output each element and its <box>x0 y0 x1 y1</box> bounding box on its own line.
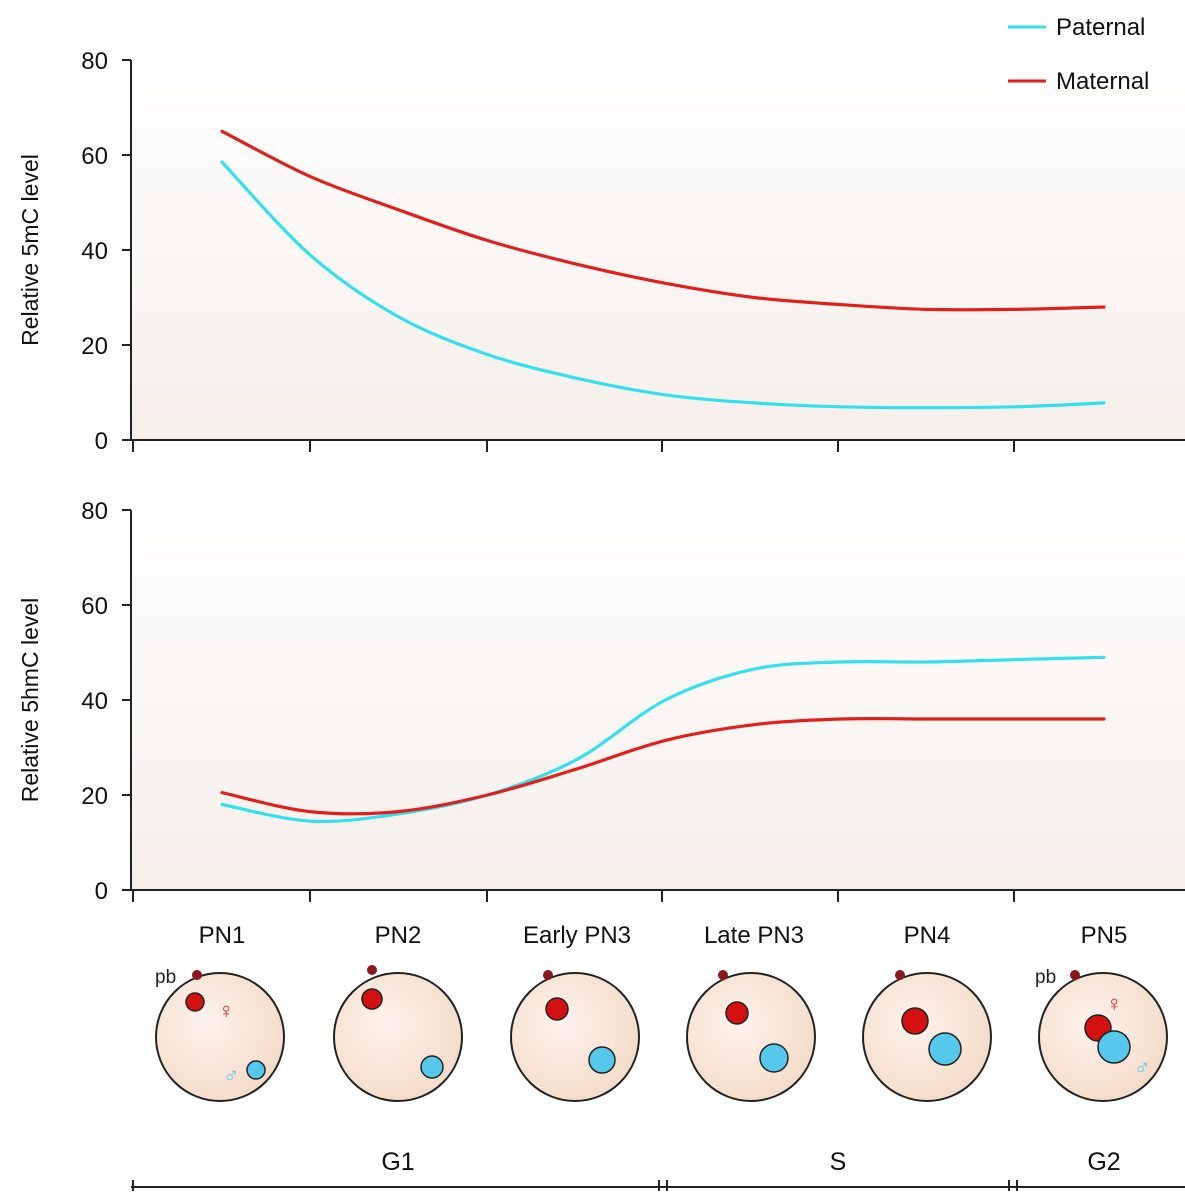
embryo-early-pn3-paternal-pronucleus <box>588 1046 616 1074</box>
chart-5hmc-y-tick-label: 60 <box>81 593 108 620</box>
embryo-pn1-cell <box>155 972 285 1102</box>
bottom-panel-background <box>131 510 1185 890</box>
chart-5hmc-y-axis: 0 20 40 60 80 <box>81 498 132 905</box>
embryo-early-pn3 <box>510 970 640 1102</box>
embryo-pn1-polar-body <box>192 970 202 980</box>
phase-label-g1: G1 <box>381 1148 414 1176</box>
top-panel-background <box>131 60 1185 440</box>
chart-5hmc-y-tick-label: 80 <box>81 498 108 525</box>
embryo-late-pn3-polar-body <box>718 970 728 980</box>
legend: Paternal Maternal <box>1008 14 1149 95</box>
chart-5hmc: 0 20 40 60 80 Relative 5hmC level <box>17 498 1185 905</box>
chart-5mc: 0 20 40 60 80 Relative 5mC level <box>17 48 1185 455</box>
embryo-early-pn3-cell <box>510 972 640 1102</box>
pn5-polar-body-label: pb <box>1035 967 1056 988</box>
embryo-pn4-maternal-pronucleus <box>901 1007 929 1035</box>
chart-5hmc-line-paternal <box>220 655 1106 824</box>
stage-label-pn1: PN1 <box>199 922 246 949</box>
legend-maternal-label: Maternal <box>1056 68 1149 95</box>
chart-5hmc-x-axis <box>131 889 1185 902</box>
embryo-early-pn3-maternal-pronucleus <box>545 997 569 1021</box>
embryo-annotations: pb pb ♀ ♂ ♀ ♂ <box>155 967 1151 1088</box>
pn5-female-symbol: ♀ <box>1106 991 1123 1016</box>
embryo-pn1-paternal-pronucleus <box>246 1060 266 1080</box>
embryo-pn4-polar-body <box>895 970 905 980</box>
chart-5mc-y-tick-label: 60 <box>81 143 108 170</box>
embryo-pn1-maternal-pronucleus <box>185 992 205 1012</box>
pn1-polar-body-label: pb <box>155 967 176 988</box>
chart-5hmc-y-tick-label: 40 <box>81 688 108 715</box>
chart-5hmc-ylabel: Relative 5hmC level <box>17 598 43 803</box>
embryo-pn2-paternal-pronucleus <box>420 1055 444 1079</box>
embryo-pn2 <box>333 965 463 1102</box>
embryo-pn2-cell <box>333 972 463 1102</box>
chart-5mc-y-tick-label: 40 <box>81 238 108 265</box>
legend-paternal-label: Paternal <box>1056 14 1145 41</box>
pn5-male-symbol: ♂ <box>1134 1055 1151 1080</box>
chart-5mc-ylabel: Relative 5mC level <box>17 154 43 346</box>
embryo-pn2-maternal-pronucleus <box>361 988 383 1010</box>
embryo-pn4 <box>862 970 992 1102</box>
chart-5hmc-y-tick-label: 20 <box>81 783 108 810</box>
stage-labels: PN1 PN2 Early PN3 Late PN3 PN4 PN5 <box>199 922 1128 949</box>
chart-5mc-y-tick-label: 80 <box>81 48 108 75</box>
phase-brackets <box>131 1180 1185 1191</box>
embryo-late-pn3-paternal-pronucleus <box>759 1043 789 1073</box>
chart-5hmc-y-tick-label: 0 <box>95 878 108 905</box>
chart-5mc-line-maternal <box>220 129 1106 312</box>
embryo-pn4-cell <box>862 972 992 1102</box>
chart-5mc-y-tick-label: 20 <box>81 333 108 360</box>
embryo-pn5-paternal-pronucleus <box>1097 1030 1131 1064</box>
phase-label-g2: G2 <box>1087 1148 1120 1176</box>
embryo-pn5-polar-body <box>1070 970 1080 980</box>
embryo-pn1 <box>155 970 285 1102</box>
stage-label-pn4: PN4 <box>904 922 951 949</box>
chart-5mc-x-axis <box>131 439 1185 452</box>
stage-label-early-pn3: Early PN3 <box>523 922 631 949</box>
embryo-pn2-polar-body <box>367 965 377 975</box>
chart-5mc-y-axis: 0 20 40 60 80 <box>81 48 132 455</box>
chart-5hmc-lines <box>220 655 1106 824</box>
cell-cycle-phases: G1 S G2 <box>131 1148 1185 1191</box>
embryo-pn4-paternal-pronucleus <box>928 1032 962 1066</box>
embryo-late-pn3-cell <box>686 972 816 1102</box>
stage-label-pn5: PN5 <box>1081 922 1128 949</box>
pn1-female-symbol: ♀ <box>218 998 235 1023</box>
phase-label-s: S <box>830 1148 847 1176</box>
stage-label-late-pn3: Late PN3 <box>704 922 804 949</box>
chart-5mc-lines <box>220 129 1106 410</box>
embryo-early-pn3-polar-body <box>543 970 553 980</box>
embryo-illustrations <box>155 965 1168 1102</box>
embryo-late-pn3-maternal-pronucleus <box>725 1001 749 1025</box>
embryo-pn5 <box>1038 970 1168 1102</box>
embryo-late-pn3 <box>686 970 816 1102</box>
chart-5mc-y-tick-label: 0 <box>95 428 108 455</box>
stage-label-pn2: PN2 <box>375 922 422 949</box>
chart-5hmc-line-maternal <box>220 716 1106 816</box>
chart-5mc-line-paternal <box>220 160 1106 410</box>
pn1-male-symbol: ♂ <box>223 1063 240 1088</box>
